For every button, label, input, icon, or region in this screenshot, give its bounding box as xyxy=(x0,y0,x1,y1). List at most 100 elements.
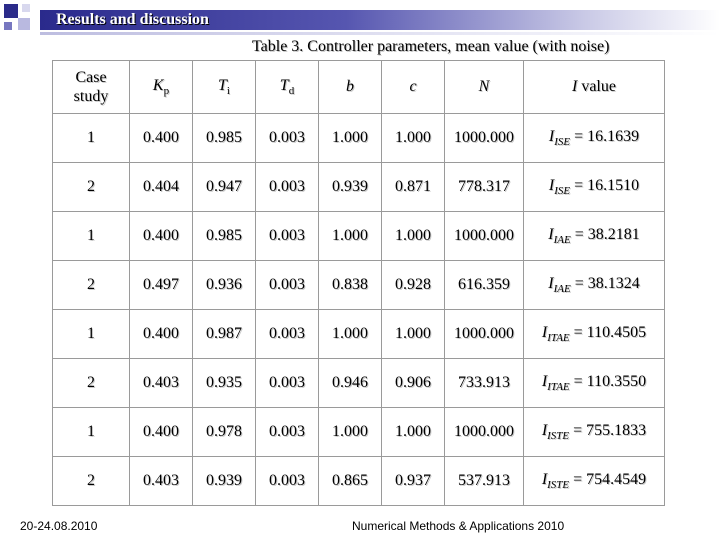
header-ti-main: T xyxy=(218,76,227,94)
parameters-table: Case study Kp Ti Td b c N I value 1 0.400… xyxy=(52,60,665,506)
cell-c: 0.871 xyxy=(381,162,445,212)
cell-ti: 0.939 xyxy=(192,456,256,506)
cell-n: 616.359 xyxy=(444,260,524,310)
header-case-line2: study xyxy=(73,88,109,105)
corner-square-light xyxy=(18,18,30,30)
cell-c: 0.906 xyxy=(381,358,445,408)
cell-i-number: = 754.4549 xyxy=(569,470,647,488)
cell-n: 537.913 xyxy=(444,456,524,506)
cell-i-value: IIAE = 38.1324 xyxy=(523,260,665,310)
cell-kp: 0.400 xyxy=(129,113,193,163)
slide-title: Results and discussion xyxy=(56,11,209,28)
header-ti: Ti xyxy=(192,60,256,114)
table-row: 2 0.403 0.935 0.003 0.946 0.906 733.913 IITAE =… xyxy=(52,358,665,408)
table-row: 2 0.497 0.936 0.003 0.838 0.928 616.359 IIAE = … xyxy=(52,260,665,310)
cell-c: 0.937 xyxy=(381,456,445,506)
cell-i-symbol: I xyxy=(541,372,548,390)
cell-i-criterion: ISE xyxy=(554,136,571,149)
cell-b: 1.000 xyxy=(318,211,382,261)
cell-ti: 0.935 xyxy=(192,358,256,408)
cell-i-criterion: ITAE xyxy=(547,332,570,345)
header-td-main: T xyxy=(279,76,289,94)
header-td-sub: d xyxy=(288,85,295,98)
cell-kp: 0.497 xyxy=(129,260,193,310)
header-i-value: I value xyxy=(523,60,665,114)
cell-kp: 0.403 xyxy=(129,456,193,506)
header-b: b xyxy=(318,60,382,114)
cell-ti: 0.936 xyxy=(192,260,256,310)
table-header-row: Case study Kp Ti Td b c N I value xyxy=(52,60,665,114)
header-case-study: Case study xyxy=(52,60,130,114)
cell-i-criterion: IAE xyxy=(553,234,571,247)
cell-i-value: IISE = 16.1639 xyxy=(523,113,665,163)
header-ti-sub: i xyxy=(226,85,230,98)
cell-td: 0.003 xyxy=(255,162,319,212)
cell-ti: 0.987 xyxy=(192,309,256,359)
table-caption: Table 3. Controller parameters, mean val… xyxy=(252,38,610,55)
header-kp-sub: p xyxy=(163,85,170,98)
cell-i-number: = 110.3550 xyxy=(569,372,647,390)
cell-case: 1 xyxy=(52,407,130,457)
table-row: 2 0.403 0.939 0.003 0.865 0.937 537.913 IISTE =… xyxy=(52,456,665,506)
table-row: 2 0.404 0.947 0.003 0.939 0.871 778.317 IISE = … xyxy=(52,162,665,212)
table-row: 1 0.400 0.987 0.003 1.000 1.000 1000.000 IITAE … xyxy=(52,309,665,359)
cell-i-value: IISTE = 755.1833 xyxy=(523,407,665,457)
cell-td: 0.003 xyxy=(255,309,319,359)
cell-ti: 0.947 xyxy=(192,162,256,212)
cell-b: 0.838 xyxy=(318,260,382,310)
header-kp-main: K xyxy=(152,76,164,94)
cell-b: 0.946 xyxy=(318,358,382,408)
header-i-rest: value xyxy=(577,78,616,95)
cell-case: 2 xyxy=(52,260,130,310)
cell-i-criterion: ISTE xyxy=(547,479,570,492)
corner-square-pale xyxy=(22,4,30,12)
cell-case: 1 xyxy=(52,211,130,261)
cell-ti: 0.985 xyxy=(192,211,256,261)
cell-i-number: = 16.1639 xyxy=(570,127,640,145)
cell-b: 1.000 xyxy=(318,113,382,163)
cell-i-value: IIAE = 38.2181 xyxy=(523,211,665,261)
cell-kp: 0.400 xyxy=(129,309,193,359)
cell-i-criterion: ISTE xyxy=(547,430,570,443)
cell-n: 1000.000 xyxy=(444,309,524,359)
cell-case: 2 xyxy=(52,456,130,506)
cell-ti: 0.985 xyxy=(192,113,256,163)
cell-n: 1000.000 xyxy=(444,113,524,163)
cell-kp: 0.404 xyxy=(129,162,193,212)
cell-i-symbol: I xyxy=(548,176,555,194)
cell-i-criterion: IAE xyxy=(553,283,571,296)
cell-kp: 0.400 xyxy=(129,211,193,261)
cell-i-number: = 110.4505 xyxy=(569,323,647,341)
footer-conference: Numerical Methods & Applications 2010 xyxy=(352,519,565,533)
footer-date: 20-24.08.2010 xyxy=(20,519,98,533)
cell-i-symbol: I xyxy=(541,470,548,488)
cell-c: 1.000 xyxy=(381,407,445,457)
header-n-label: N xyxy=(478,78,490,95)
cell-b: 0.865 xyxy=(318,456,382,506)
cell-case: 1 xyxy=(52,309,130,359)
cell-i-value: IITAE = 110.3550 xyxy=(523,358,665,408)
cell-i-number: = 38.2181 xyxy=(570,225,640,243)
cell-kp: 0.403 xyxy=(129,358,193,408)
corner-square-mid xyxy=(4,22,12,30)
cell-i-value: IISTE = 754.4549 xyxy=(523,456,665,506)
cell-c: 1.000 xyxy=(381,113,445,163)
table-body: 1 0.400 0.985 0.003 1.000 1.000 1000.000 IISE =… xyxy=(52,113,665,506)
cell-b: 0.939 xyxy=(318,162,382,212)
cell-td: 0.003 xyxy=(255,358,319,408)
header-td: Td xyxy=(255,60,319,114)
cell-case: 2 xyxy=(52,358,130,408)
header-kp: Kp xyxy=(129,60,193,114)
cell-c: 1.000 xyxy=(381,309,445,359)
cell-ti: 0.978 xyxy=(192,407,256,457)
cell-n: 778.317 xyxy=(444,162,524,212)
cell-kp: 0.400 xyxy=(129,407,193,457)
header-n: N xyxy=(444,60,524,114)
cell-i-criterion: ISE xyxy=(554,185,571,198)
table-row: 1 0.400 0.985 0.003 1.000 1.000 1000.000 IIAE =… xyxy=(52,211,665,261)
cell-i-symbol: I xyxy=(541,323,548,341)
corner-square-dark xyxy=(4,4,18,18)
cell-td: 0.003 xyxy=(255,407,319,457)
table-row: 1 0.400 0.985 0.003 1.000 1.000 1000.000 IISE =… xyxy=(52,113,665,163)
cell-i-value: IITAE = 110.4505 xyxy=(523,309,665,359)
